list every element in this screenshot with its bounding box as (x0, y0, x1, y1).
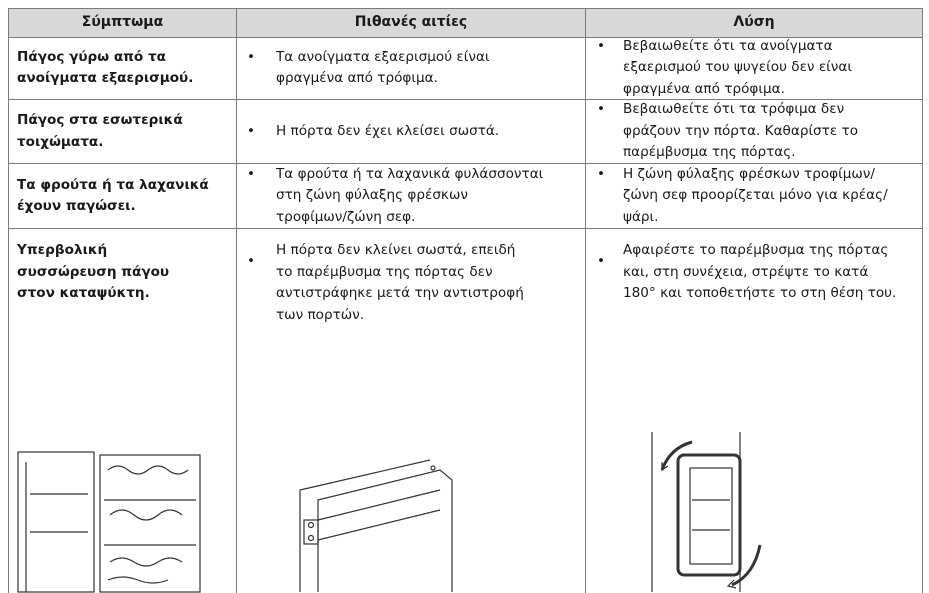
text-line: στον καταψύκτη. (17, 285, 150, 301)
cause-cell: Η πόρτα δεν κλείνει σωστά, επειδή το παρέ… (236, 229, 585, 593)
bullet-item: Αφαιρέστε το παρέμβυσμα της πόρτας και, σ… (586, 240, 922, 305)
text-line: φραγμένα από τρόφιμα. (276, 70, 438, 86)
text-line: παρέμβυσμα της πόρτας. (623, 144, 796, 161)
solution-cell: Η ζώνη φύλαξης φρέσκων τροφίμων/ζώνη σεφ… (585, 164, 923, 229)
cause-cell: Τα φρούτα ή τα λαχανικά φυλάσσονται στη ζ… (236, 164, 585, 229)
text-line: 180° και τοποθετήστε το στη θέση του. (623, 285, 897, 301)
symptom-cell: Πάγος γύρω από τα ανοίγματα εξαερισμού. (8, 37, 236, 100)
door-seal-illustration (651, 432, 762, 592)
text-line: έχουν παγώσει. (17, 198, 136, 214)
header-text: Σύμπτωμα (81, 14, 164, 31)
text-line: Αφαιρέστε το παρέμβυσμα της πόρτας (623, 242, 889, 258)
text-line: στη ζώνη φύλαξης φρέσκων (276, 187, 468, 204)
door-hinge-illustration (299, 459, 453, 592)
text-line: Η πόρτα δεν κλείνει σωστά, επειδή (276, 242, 516, 258)
bullet-item: Τα ανοίγματα εξαερισμού είναι φραγμένα απ… (237, 47, 585, 90)
header-text: Λύση (733, 14, 775, 31)
text-line: Η ζώνη φύλαξης φρέσκων τροφίμων/ (623, 165, 875, 182)
header-cell: Σύμπτωμα (8, 8, 236, 38)
symptom-cell: Τα φρούτα ή τα λαχανικά έχουν παγώσει. (8, 164, 236, 229)
cause-cell: Τα ανοίγματα εξαερισμού είναι φραγμένα απ… (236, 37, 585, 100)
text-line: ψάρι. (623, 208, 659, 225)
text-line: Βεβαιωθείτε ότι τα τρόφιμα δεν (623, 101, 845, 118)
text-line: των πορτών. (276, 306, 365, 323)
bullet-item: Η πόρτα δεν κλείνει σωστά, επειδή το παρέ… (237, 240, 585, 326)
text-line: το παρέμβυσμα της πόρτας δεν (276, 263, 493, 280)
text-line: ανοίγματα εξαερισμού. (17, 70, 194, 86)
symptom-text: Τα φρούτα ή τα λαχανικά έχουν παγώσει. (9, 175, 236, 218)
header-cell: Πιθανές αιτίες (236, 8, 585, 38)
text-line: Τα φρούτα ή τα λαχανικά φυλάσσονται (276, 165, 544, 182)
bullet-item: Η πόρτα δεν έχει κλείσει σωστά. (237, 121, 585, 143)
symptom-cell: Υπερβολική συσσώρευση πάγου στον καταψύκτη… (8, 229, 236, 593)
freezer-ice-illustration (17, 451, 201, 593)
text-line: φράζουν την πόρτα. Καθαρίστε το (623, 122, 859, 139)
symptom-text: Υπερβολική συσσώρευση πάγου στον καταψύκτη… (9, 240, 236, 305)
text-line: Τα φρούτα ή τα λαχανικά (17, 176, 209, 193)
text-line: Πάγος στα εσωτερικά (17, 112, 183, 128)
bullet-item: Βεβαιωθείτε ότι τα τρόφιμα δεν φράζουν τη… (586, 99, 922, 164)
text-line: Η πόρτα δεν έχει κλείσει σωστά. (276, 122, 500, 139)
symptom-cell: Πάγος στα εσωτερικά τοιχώματα. (8, 100, 236, 164)
text-line: Πάγος γύρω από τα (17, 48, 167, 65)
solution-cell: Αφαιρέστε το παρέμβυσμα της πόρτας και, σ… (585, 229, 923, 593)
bullet-item: Η ζώνη φύλαξης φρέσκων τροφίμων/ζώνη σεφ… (586, 164, 922, 229)
symptom-text: Πάγος στα εσωτερικά τοιχώματα. (9, 110, 236, 153)
text-line: Υπερβολική (17, 242, 108, 258)
header-text: Πιθανές αιτίες (354, 14, 468, 31)
text-line: τροφίμων/ζώνη σεφ. (276, 208, 416, 225)
text-line: Τα ανοίγματα εξαερισμού είναι (276, 48, 490, 65)
text-line: Βεβαιωθείτε ότι τα ανοίγματα (623, 37, 833, 54)
header-cell: Λύση (585, 8, 923, 38)
bullet-item: Βεβαιωθείτε ότι τα ανοίγματα εξαερισμού τ… (586, 36, 922, 101)
text-line: φραγμένα από τρόφιμα. (623, 80, 785, 97)
text-line: εξαερισμού του ψυγείου δεν είναι (623, 59, 852, 76)
text-line: συσσώρευση πάγου (17, 263, 170, 280)
text-line: και, στη συνέχεια, στρέψτε το κατά (623, 263, 869, 280)
bullet-item: Τα φρούτα ή τα λαχανικά φυλάσσονται στη ζ… (237, 164, 585, 229)
text-line: τοιχώματα. (17, 133, 104, 150)
symptom-text: Πάγος γύρω από τα ανοίγματα εξαερισμού. (9, 47, 236, 90)
text-line: αντιστράφηκε μετά την αντιστροφή (276, 285, 524, 301)
text-line: ζώνη σεφ προορίζεται μόνο για κρέας/ (623, 187, 888, 204)
